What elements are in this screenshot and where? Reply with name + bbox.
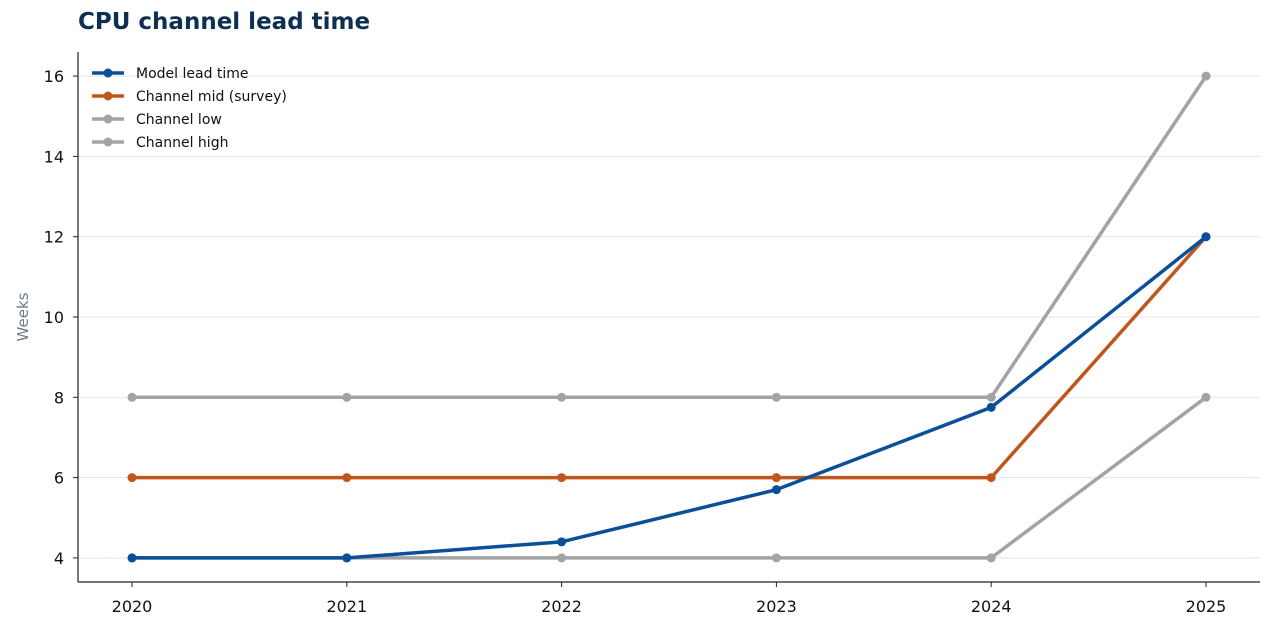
series-channel-mid-survey — [127, 232, 1211, 483]
legend-swatch-marker — [103, 137, 113, 147]
axes: 4 6 8 10 12 14 16 2020 2021 2022 2023 2024 2025 Weeks — [14, 52, 1260, 616]
data-point — [342, 392, 352, 402]
series-lines — [127, 71, 1211, 563]
x-tick-label: 2020 — [112, 597, 153, 616]
series-line — [130, 234, 1208, 560]
data-point — [557, 473, 567, 483]
series-model-lead-time — [127, 232, 1211, 563]
data-point — [557, 553, 567, 563]
data-point — [771, 392, 781, 402]
data-point — [771, 485, 781, 495]
data-point — [986, 402, 996, 412]
data-point — [127, 473, 137, 483]
legend-label: Channel low — [136, 112, 222, 128]
y-tick-label: 14 — [44, 147, 64, 166]
data-point — [771, 473, 781, 483]
legend-item: Model lead time — [92, 66, 249, 82]
legend-swatch-marker — [103, 68, 113, 78]
legend-item: Channel high — [92, 135, 228, 151]
data-point — [342, 553, 352, 563]
data-point — [1201, 71, 1211, 81]
y-axis-title: Weeks — [14, 292, 32, 341]
x-tick-label: 2021 — [326, 597, 367, 616]
x-tick-label: 2023 — [756, 597, 797, 616]
data-point — [557, 392, 567, 402]
data-point — [986, 473, 996, 483]
legend: Model lead time Channel mid (survey) Chann… — [92, 66, 287, 151]
data-point — [986, 392, 996, 402]
legend-item: Channel low — [92, 112, 222, 128]
y-tick-label: 4 — [54, 549, 64, 568]
data-point — [1201, 392, 1211, 402]
legend-swatch-marker — [103, 114, 113, 124]
series-channel-high — [127, 71, 1211, 402]
y-tick-label: 8 — [54, 388, 64, 407]
data-point — [1201, 232, 1211, 242]
series-line — [130, 234, 1208, 480]
grid-lines — [78, 75, 1260, 559]
legend-label: Model lead time — [136, 66, 249, 82]
x-tick-label: 2025 — [1186, 597, 1227, 616]
data-point — [342, 473, 352, 483]
legend-item: Channel mid (survey) — [92, 89, 287, 105]
chart-title: CPU channel lead time — [78, 9, 371, 35]
x-tick-label: 2022 — [541, 597, 582, 616]
legend-label: Channel high — [136, 135, 228, 151]
legend-label: Channel mid (survey) — [136, 89, 287, 105]
data-point — [557, 537, 567, 547]
legend-swatch-marker — [103, 91, 113, 101]
y-tick-label: 16 — [44, 67, 64, 86]
y-tick-label: 6 — [54, 469, 64, 488]
data-point — [986, 553, 996, 563]
data-point — [127, 392, 137, 402]
series-line — [130, 74, 1208, 400]
y-tick-label: 12 — [44, 228, 64, 247]
data-point — [127, 553, 137, 563]
y-tick-label: 10 — [44, 308, 64, 327]
x-tick-label: 2024 — [971, 597, 1012, 616]
data-point — [771, 553, 781, 563]
